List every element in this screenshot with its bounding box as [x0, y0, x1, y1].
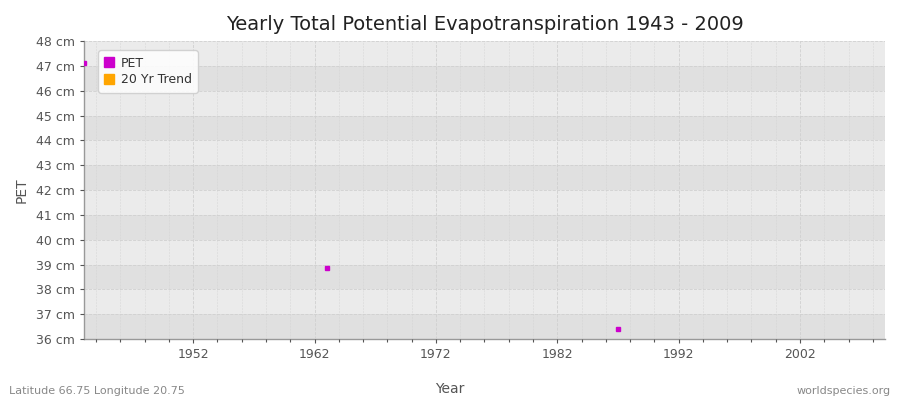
Bar [84, 91, 885, 116]
Bar [84, 240, 885, 264]
Bar [84, 140, 885, 165]
Bar [84, 66, 885, 91]
Bar [84, 264, 885, 289]
Text: worldspecies.org: worldspecies.org [796, 386, 891, 396]
Bar [84, 289, 885, 314]
Bar [84, 116, 885, 140]
Bar [84, 190, 885, 215]
Legend: PET, 20 Yr Trend: PET, 20 Yr Trend [98, 50, 198, 92]
Text: Year: Year [436, 382, 464, 396]
Title: Yearly Total Potential Evapotranspiration 1943 - 2009: Yearly Total Potential Evapotranspiratio… [226, 15, 743, 34]
Bar [84, 165, 885, 190]
Bar [84, 41, 885, 66]
Text: Latitude 66.75 Longitude 20.75: Latitude 66.75 Longitude 20.75 [9, 386, 184, 396]
Bar [84, 314, 885, 339]
Y-axis label: PET: PET [15, 177, 29, 203]
Bar [84, 215, 885, 240]
